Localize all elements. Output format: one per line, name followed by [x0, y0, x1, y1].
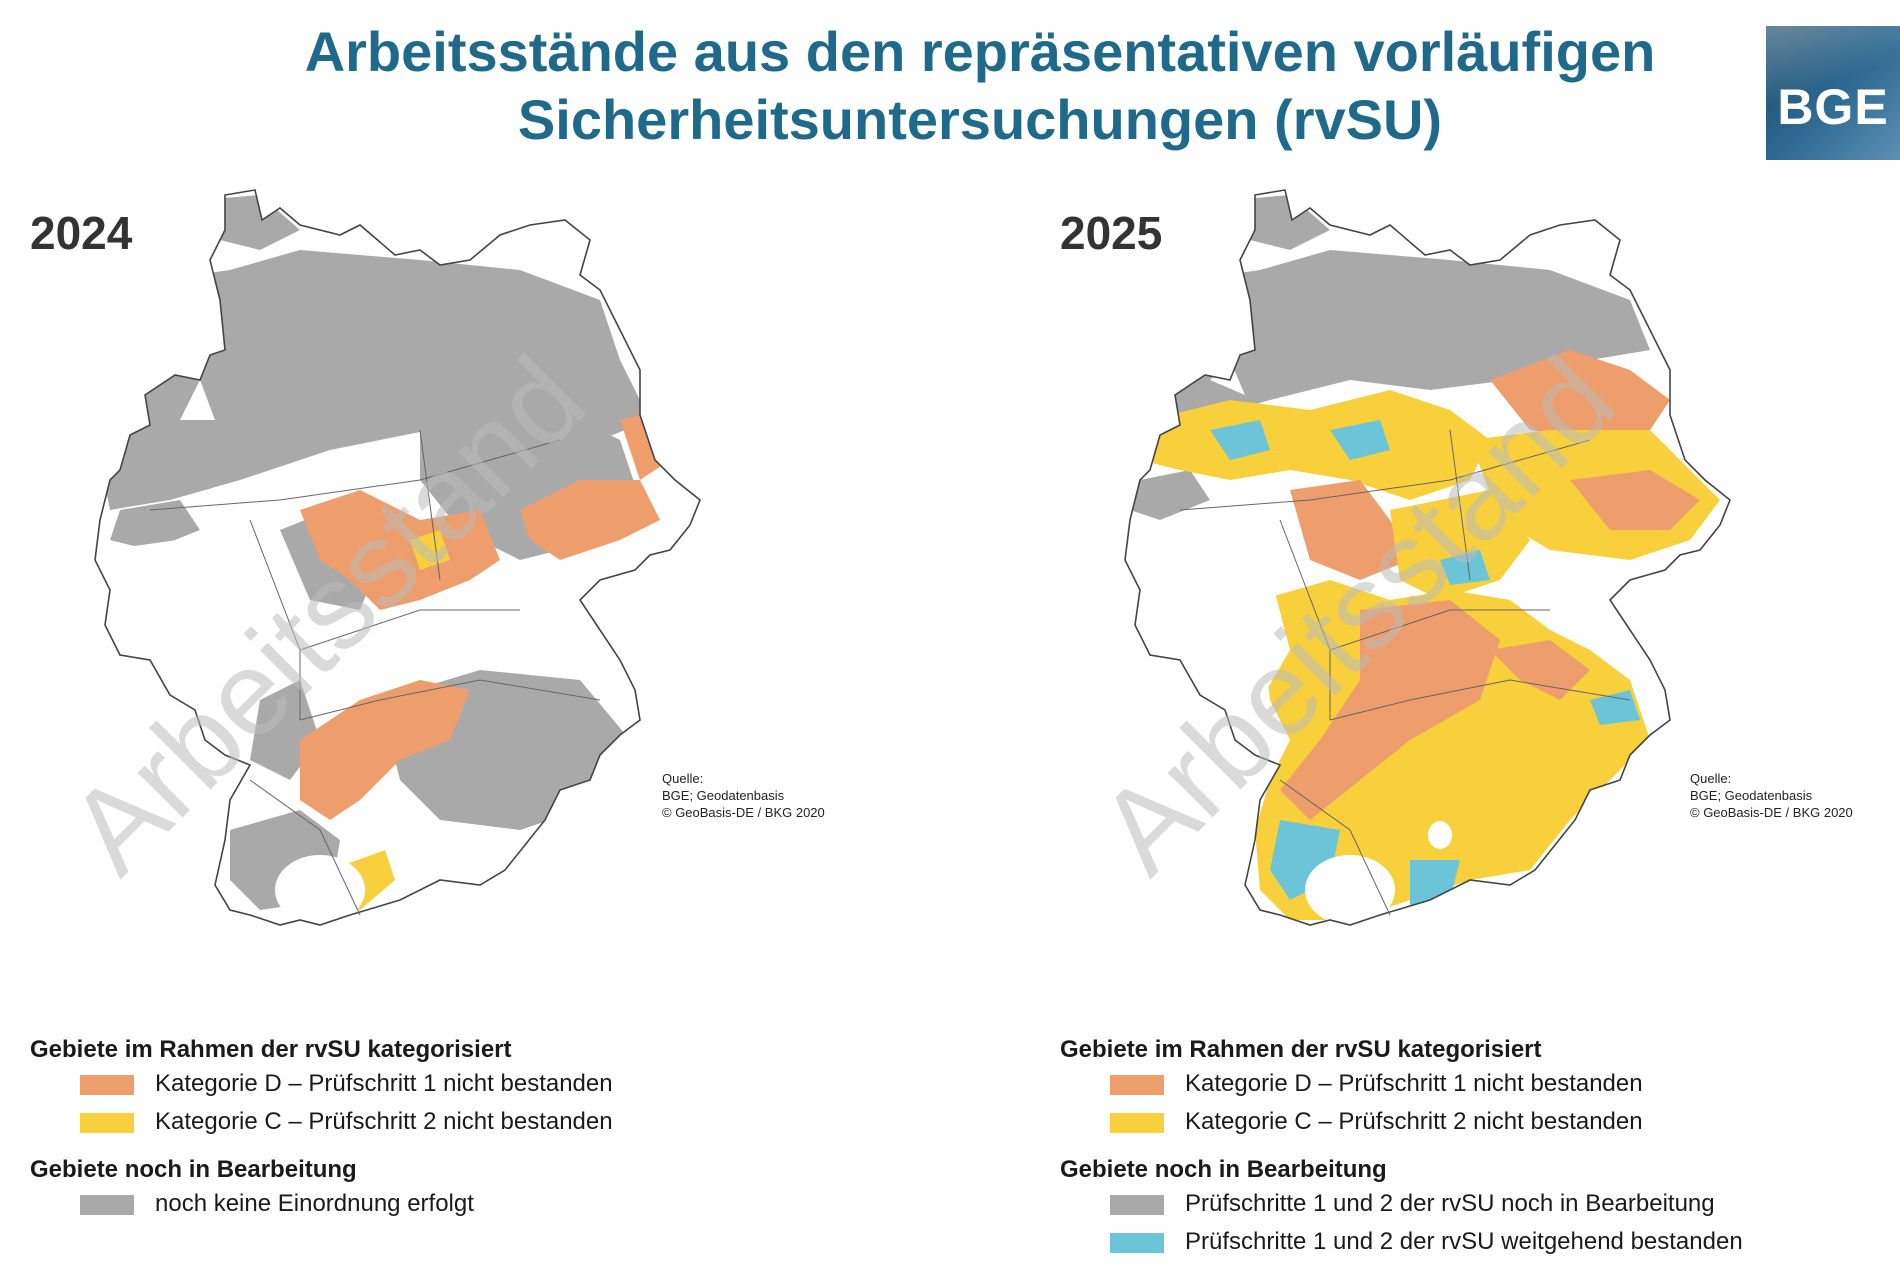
legend-heading-in-progress: Gebiete noch in Bearbeitung	[1060, 1156, 1387, 1183]
blue-area-east	[1590, 690, 1640, 725]
white-gap	[398, 821, 422, 849]
lake-gap	[1305, 855, 1395, 925]
source-line-1: BGE; Geodatenbasis	[662, 788, 785, 803]
germany-map-2024: Arbeitsstand	[44, 189, 701, 926]
gray-area-north	[1150, 250, 1650, 440]
yellow-area-lower-saxony	[1140, 390, 1490, 500]
legend-label: Prüfschritte 1 und 2 der rvSU weitgehend…	[1185, 1228, 1743, 1255]
orange-area-saxony	[1570, 470, 1700, 530]
state-borders-2024	[149, 429, 601, 916]
orange-area-saxony	[520, 480, 660, 560]
legend-label: Kategorie D – Prüfschritt 1 nicht bestan…	[1185, 1070, 1643, 1097]
legend-label: noch keine Einordnung erfolgt	[155, 1190, 474, 1217]
white-gap	[1428, 821, 1452, 849]
source-label: Quelle:	[662, 771, 704, 786]
swatch-kategorie-c	[80, 1113, 134, 1133]
title-line-1: Arbeitsstände aus den repräsentativen vo…	[304, 20, 1656, 83]
gray-area-west	[110, 500, 200, 550]
map-year-2025: 2025	[1060, 207, 1163, 259]
source-note-2024: Quelle: BGE; Geodatenbasis © GeoBasis-DE…	[662, 770, 825, 821]
white-area-hamburg	[180, 380, 215, 420]
legend-item-in-progress: Prüfschritte 1 und 2 der rvSU noch in Be…	[1060, 1185, 1880, 1223]
swatch-kategorie-d	[80, 1075, 134, 1095]
orange-area-hesse	[1290, 480, 1410, 580]
source-note-2025: Quelle: BGE; Geodatenbasis © GeoBasis-DE…	[1690, 770, 1853, 821]
legend-heading-categorized: Gebiete im Rahmen der rvSU kategorisiert	[30, 1036, 512, 1063]
source-label: Quelle:	[1690, 771, 1732, 786]
swatch-kategorie-c	[1110, 1113, 1164, 1133]
logo-text: BGE	[1777, 79, 1889, 135]
legend-2025: Gebiete im Rahmen der rvSU kategorisiert…	[1060, 1035, 1880, 1261]
orange-area-alps	[1540, 870, 1590, 905]
swatch-gray	[1110, 1195, 1164, 1215]
legend-label: Kategorie C – Prüfschritt 2 nicht bestan…	[155, 1108, 613, 1135]
orange-area-brandenburg	[1490, 350, 1670, 440]
germany-map-2025: Arbeitsstand	[1074, 189, 1731, 926]
bge-logo: BGE	[1766, 26, 1900, 160]
legend-item-kategorie-c: Kategorie C – Prüfschritt 2 nicht bestan…	[30, 1103, 850, 1141]
legend-item-kategorie-c: Kategorie C – Prüfschritt 2 nicht bestan…	[1060, 1103, 1880, 1141]
map-year-2024: 2024	[30, 207, 133, 259]
title-line-2: Sicherheitsuntersuchungen (rvSU)	[517, 88, 1443, 151]
orange-area-upper-palatinate	[1490, 640, 1590, 700]
legend-2024: Gebiete im Rahmen der rvSU kategorisiert…	[30, 1035, 850, 1223]
yellow-area-alps	[525, 900, 560, 925]
legend-item-kategorie-d: Kategorie D – Prüfschritt 1 nicht bestan…	[30, 1065, 850, 1103]
lake-gap	[275, 855, 365, 925]
map-panel-2024: Arbeitsstand 2024 Quelle: BGE; Geodatenb…	[0, 180, 900, 1285]
legend-item-no-classification: noch keine Einordnung erfolgt	[30, 1185, 850, 1223]
orange-area-southeast	[510, 870, 570, 900]
source-line-2: © GeoBasis-DE / BKG 2020	[662, 805, 825, 820]
swatch-gray	[80, 1195, 134, 1215]
blue-area-north-2	[1330, 420, 1390, 460]
legend-label: Kategorie D – Prüfschritt 1 nicht bestan…	[155, 1070, 613, 1097]
page-title: Arbeitsstände aus den repräsentativen vo…	[180, 18, 1780, 154]
yellow-area-thuringia	[1390, 490, 1530, 600]
source-line-2: © GeoBasis-DE / BKG 2020	[1690, 805, 1853, 820]
legend-label: Prüfschritte 1 und 2 der rvSU noch in Be…	[1185, 1190, 1715, 1217]
state-borders-2025	[1179, 429, 1631, 916]
legend-heading-in-progress: Gebiete noch in Bearbeitung	[30, 1156, 357, 1183]
swatch-blue	[1110, 1233, 1164, 1253]
orange-area-franconia	[300, 680, 470, 820]
legend-label: Kategorie C – Prüfschritt 2 nicht bestan…	[1185, 1108, 1643, 1135]
gray-area-north	[100, 250, 650, 510]
source-line-1: BGE; Geodatenbasis	[1690, 788, 1813, 803]
blue-area-north-1	[1210, 420, 1270, 460]
orange-area-franconia	[1280, 600, 1500, 820]
legend-heading-categorized: Gebiete im Rahmen der rvSU kategorisiert	[1060, 1036, 1542, 1063]
blue-area-central	[1440, 550, 1490, 585]
swatch-kategorie-d	[1110, 1075, 1164, 1095]
map-panel-2025: Arbeitsstand 2025 Quelle: BGE; Geodatenb…	[1030, 180, 1900, 1285]
orange-area-central	[300, 490, 500, 610]
legend-item-kategorie-d: Kategorie D – Prüfschritt 1 nicht bestan…	[1060, 1065, 1880, 1103]
legend-item-passed: Prüfschritte 1 und 2 der rvSU weitgehend…	[1060, 1223, 1880, 1261]
logo-shine	[1766, 26, 1900, 160]
gray-area-west	[1130, 470, 1210, 520]
yellow-area-small	[410, 530, 450, 570]
